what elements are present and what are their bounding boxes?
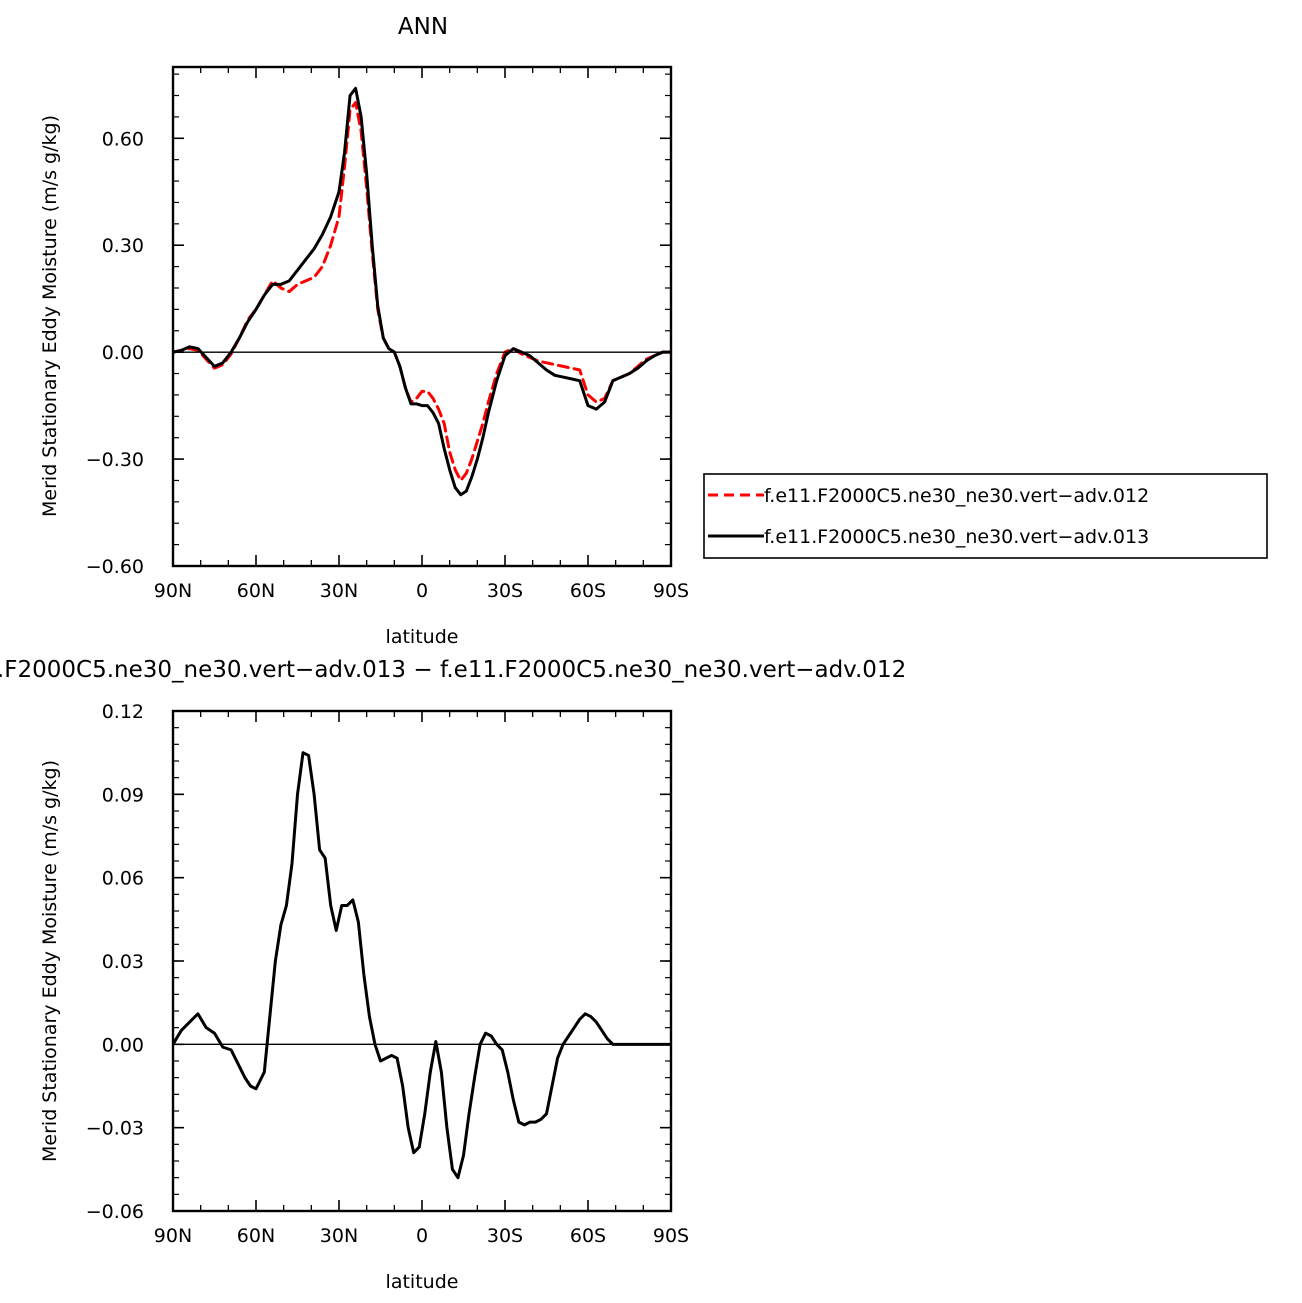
tick-labels: 90N 60N 30N 0 30S 60S 90S −0.06 −0.03 0.00 0.03 0.0… — [86, 701, 689, 1247]
legend-label-012: f.e11.F2000C5.ne30_ne30.vert−adv.012 — [764, 485, 1149, 507]
y-axis-label: Merid Stationary Eddy Moisture (m/s g/kg… — [39, 115, 61, 517]
legend-label-013: f.e11.F2000C5.ne30_ne30.vert−adv.013 — [764, 526, 1149, 548]
series-group — [173, 751, 671, 1180]
y-tick-label: −0.03 — [86, 1118, 144, 1140]
series-line-difference — [173, 751, 671, 1180]
x-tick-label: 90S — [653, 1225, 689, 1247]
plot-frame — [171, 65, 673, 568]
y-tick-label: 0.00 — [102, 342, 144, 364]
y-tick-label: 0.60 — [102, 128, 144, 150]
y-tick-label: 0.12 — [102, 701, 144, 723]
legend: f.e11.F2000C5.ne30_ne30.vert−adv.012 f.e… — [703, 473, 1268, 559]
x-tick-label: 60S — [570, 580, 606, 602]
x-tick-label: 0 — [416, 580, 428, 602]
legend-box — [703, 473, 1268, 559]
y-tick-label: 0.03 — [102, 951, 144, 973]
x-axis-label: latitude — [386, 1271, 459, 1293]
chart-title: f.e11.F2000C5.ne30_ne30.vert−adv.013 − f… — [0, 657, 906, 683]
x-tick-label: 30N — [320, 580, 358, 602]
x-tick-label: 60S — [570, 1225, 606, 1247]
y-tick-label: 0.00 — [102, 1034, 144, 1056]
y-tick-label: 0.30 — [102, 235, 144, 257]
plot-frame — [171, 709, 673, 1213]
tick-labels: 90N 60N 30N 0 30S 60S 90S −0.60 −0.30 0.00 0.30 0.6… — [86, 128, 689, 602]
x-tick-label: 60N — [237, 580, 275, 602]
y-tick-label: −0.30 — [86, 449, 144, 471]
x-tick-label: 30S — [487, 580, 523, 602]
series-group — [173, 86, 671, 497]
x-tick-label: 90S — [653, 580, 689, 602]
chart-title: ANN — [398, 14, 448, 40]
y-tick-label: −0.60 — [86, 556, 144, 578]
x-tick-label: 60N — [237, 1225, 275, 1247]
y-tick-label: 0.06 — [102, 868, 144, 890]
series-line-013 — [173, 86, 671, 497]
y-axis-label: Merid Stationary Eddy Moisture (m/s g/kg… — [39, 760, 61, 1162]
y-tick-label: −0.06 — [86, 1201, 144, 1223]
x-axis-label: latitude — [386, 626, 459, 648]
x-tick-label: 90N — [154, 1225, 192, 1247]
bottom-panel: f.e11.F2000C5.ne30_ne30.vert−adv.013 − f… — [0, 657, 906, 1293]
top-panel: ANN 90N 60N 30N 0 30S 60S 90S −0.60 −0.30 0.00 0.3… — [39, 14, 689, 648]
x-tick-label: 90N — [154, 580, 192, 602]
x-tick-label: 0 — [416, 1225, 428, 1247]
x-tick-label: 30S — [487, 1225, 523, 1247]
y-tick-label: 0.09 — [102, 784, 144, 806]
x-tick-label: 30N — [320, 1225, 358, 1247]
